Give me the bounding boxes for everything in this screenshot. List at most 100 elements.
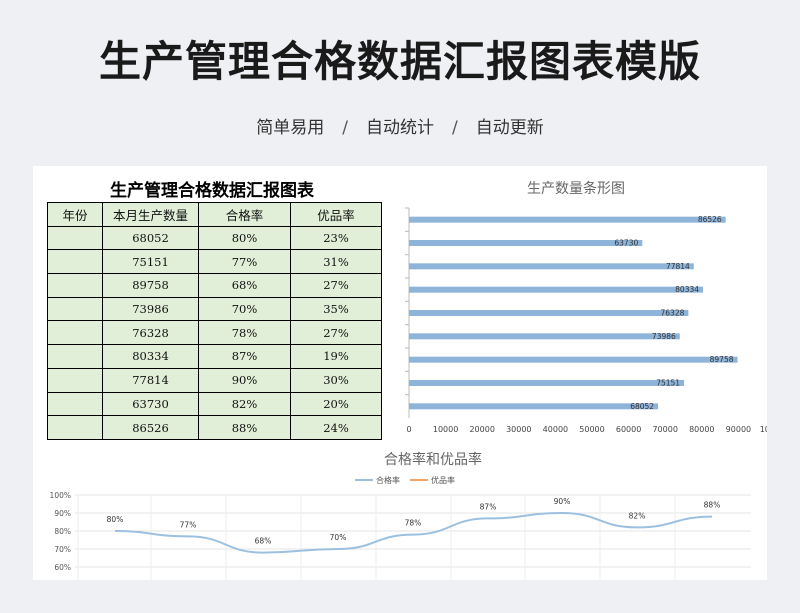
series-line-pass-rate [114,511,713,554]
table-cell-year[interactable] [47,273,103,298]
y-tick-label: 60% [54,563,71,572]
line-data-label: 80% [107,515,124,524]
table-cell-quantity[interactable]: 86526 [102,415,199,440]
table-row: 75151 77% 31% [47,249,382,275]
bar-data-label: 73986 [652,332,676,341]
table-row: 76328 78% 27% [47,320,382,346]
table-cell-year[interactable] [47,391,103,417]
table-cell-year[interactable] [47,296,103,322]
feature-tags: 简单易用 / 自动统计 / 自动更新 [0,113,800,138]
bar-data-label: 89758 [710,355,734,364]
x-tick-label: 70000 [652,425,677,434]
table-row: 63730 82% 20% [47,391,382,417]
table-cell-quantity[interactable]: 73986 [102,296,199,322]
table-row: 77814 90% 30% [47,367,382,393]
x-tick-label: 10000 [433,425,458,434]
line-data-label: 68% [255,537,272,546]
table-cell-quantity[interactable]: 89758 [102,273,199,298]
x-tick-label: 100000 [760,425,767,434]
bar [409,356,738,363]
table-cell-excellent-rate[interactable]: 27% [290,320,382,346]
table-row: 89758 68% 27% [47,273,382,298]
x-tick-label: 90000 [726,425,751,434]
data-table: 年份 本月生产数量 合格率 优品率 68052 80% 23% 75151 77% 31%… [47,202,382,440]
bar-chart-title: 生产数量条形图 [527,180,625,197]
y-tick-label: 100% [50,491,71,500]
col-header-quantity: 本月生产数量 [102,202,199,227]
bar-data-label: 86526 [698,215,722,224]
table-cell-excellent-rate[interactable]: 20% [290,391,382,417]
y-tick-label: 80% [54,527,71,536]
table-cell-pass-rate[interactable]: 77% [198,249,291,275]
table-row: 80334 87% 19% [47,344,382,369]
table-cell-year[interactable] [47,249,103,275]
table-cell-pass-rate[interactable]: 87% [198,344,291,369]
bar [409,263,694,270]
bar-data-label: 77814 [666,262,690,271]
table-cell-year[interactable] [47,415,103,440]
table-cell-year[interactable] [47,344,103,369]
spreadsheet-preview: 生产管理合格数据汇报图表 年份 本月生产数量 合格率 优品率 68052 80% 2… [33,166,767,580]
x-tick-label: 20000 [469,425,494,434]
bar [409,286,704,293]
table-header-row: 年份 本月生产数量 合格率 优品率 [47,202,382,227]
table-cell-quantity[interactable]: 76328 [102,320,199,346]
production-bar-chart: 生产数量条形图 86526 63730 77814 80334 76328 73986 897… [405,180,767,434]
table-cell-quantity[interactable]: 80334 [102,344,199,369]
table-cell-excellent-rate[interactable]: 24% [290,415,382,440]
legend-label-excellent-rate: 优品率 [431,475,455,485]
table-cell-pass-rate[interactable]: 78% [198,320,291,346]
x-tick-label: 60000 [616,425,641,434]
line-data-label: 87% [480,502,497,511]
table-cell-excellent-rate[interactable]: 30% [290,367,382,393]
legend-label-pass-rate: 合格率 [376,475,400,485]
table-cell-year[interactable] [47,367,103,393]
table-cell-quantity[interactable]: 68052 [102,225,199,251]
bar [409,333,680,340]
line-data-label: 78% [405,519,422,528]
line-data-label: 82% [629,511,646,520]
table-cell-quantity[interactable]: 77814 [102,367,199,393]
table-cell-pass-rate[interactable]: 82% [198,391,291,417]
table-cell-excellent-rate[interactable]: 31% [290,249,382,275]
tag-separator: / [342,118,348,138]
tag-auto-stat: 自动统计 [366,118,434,138]
table-cell-excellent-rate[interactable]: 35% [290,296,382,322]
table-cell-pass-rate[interactable]: 90% [198,367,291,393]
table-cell-pass-rate[interactable]: 70% [198,296,291,322]
table-cell-quantity[interactable]: 75151 [102,249,199,275]
bar [409,240,643,246]
tag-auto-update: 自动更新 [475,118,544,138]
tag-separator: / [452,118,458,138]
bar-data-label: 68052 [630,402,654,411]
bar [409,310,689,316]
table-row: 73986 70% 35% [47,296,382,322]
table-cell-year[interactable] [47,225,103,251]
line-data-label: 90% [554,497,571,506]
table-cell-pass-rate[interactable]: 80% [198,225,291,251]
table-cell-pass-rate[interactable]: 88% [198,415,291,440]
x-tick-label: 80000 [689,425,714,434]
bar-data-label: 76328 [661,309,685,318]
table-row: 86526 88% 24% [47,415,382,440]
x-tick-label: 0 [406,425,411,434]
table-cell-pass-rate[interactable]: 68% [198,273,291,298]
col-header-excellent-rate: 优品率 [290,202,382,227]
x-tick-label: 50000 [579,425,604,434]
x-tick-label: 40000 [543,425,568,434]
table-cell-quantity[interactable]: 63730 [102,391,199,417]
bar-data-label: 63730 [614,239,638,248]
table-title: 生产管理合格数据汇报图表 [110,181,314,201]
bar [409,403,659,410]
bar [409,216,726,223]
table-cell-excellent-rate[interactable]: 19% [290,344,382,369]
y-tick-label: 90% [54,509,71,518]
y-tick-label: 70% [54,545,71,554]
line-chart-title: 合格率和优品率 [384,451,482,468]
page-title: 生产管理合格数据汇报图表模版 [98,37,701,86]
line-data-label: 77% [180,520,197,529]
table-cell-excellent-rate[interactable]: 27% [290,273,382,298]
tag-easy: 简单易用 [256,118,325,138]
table-cell-year[interactable] [47,320,103,346]
